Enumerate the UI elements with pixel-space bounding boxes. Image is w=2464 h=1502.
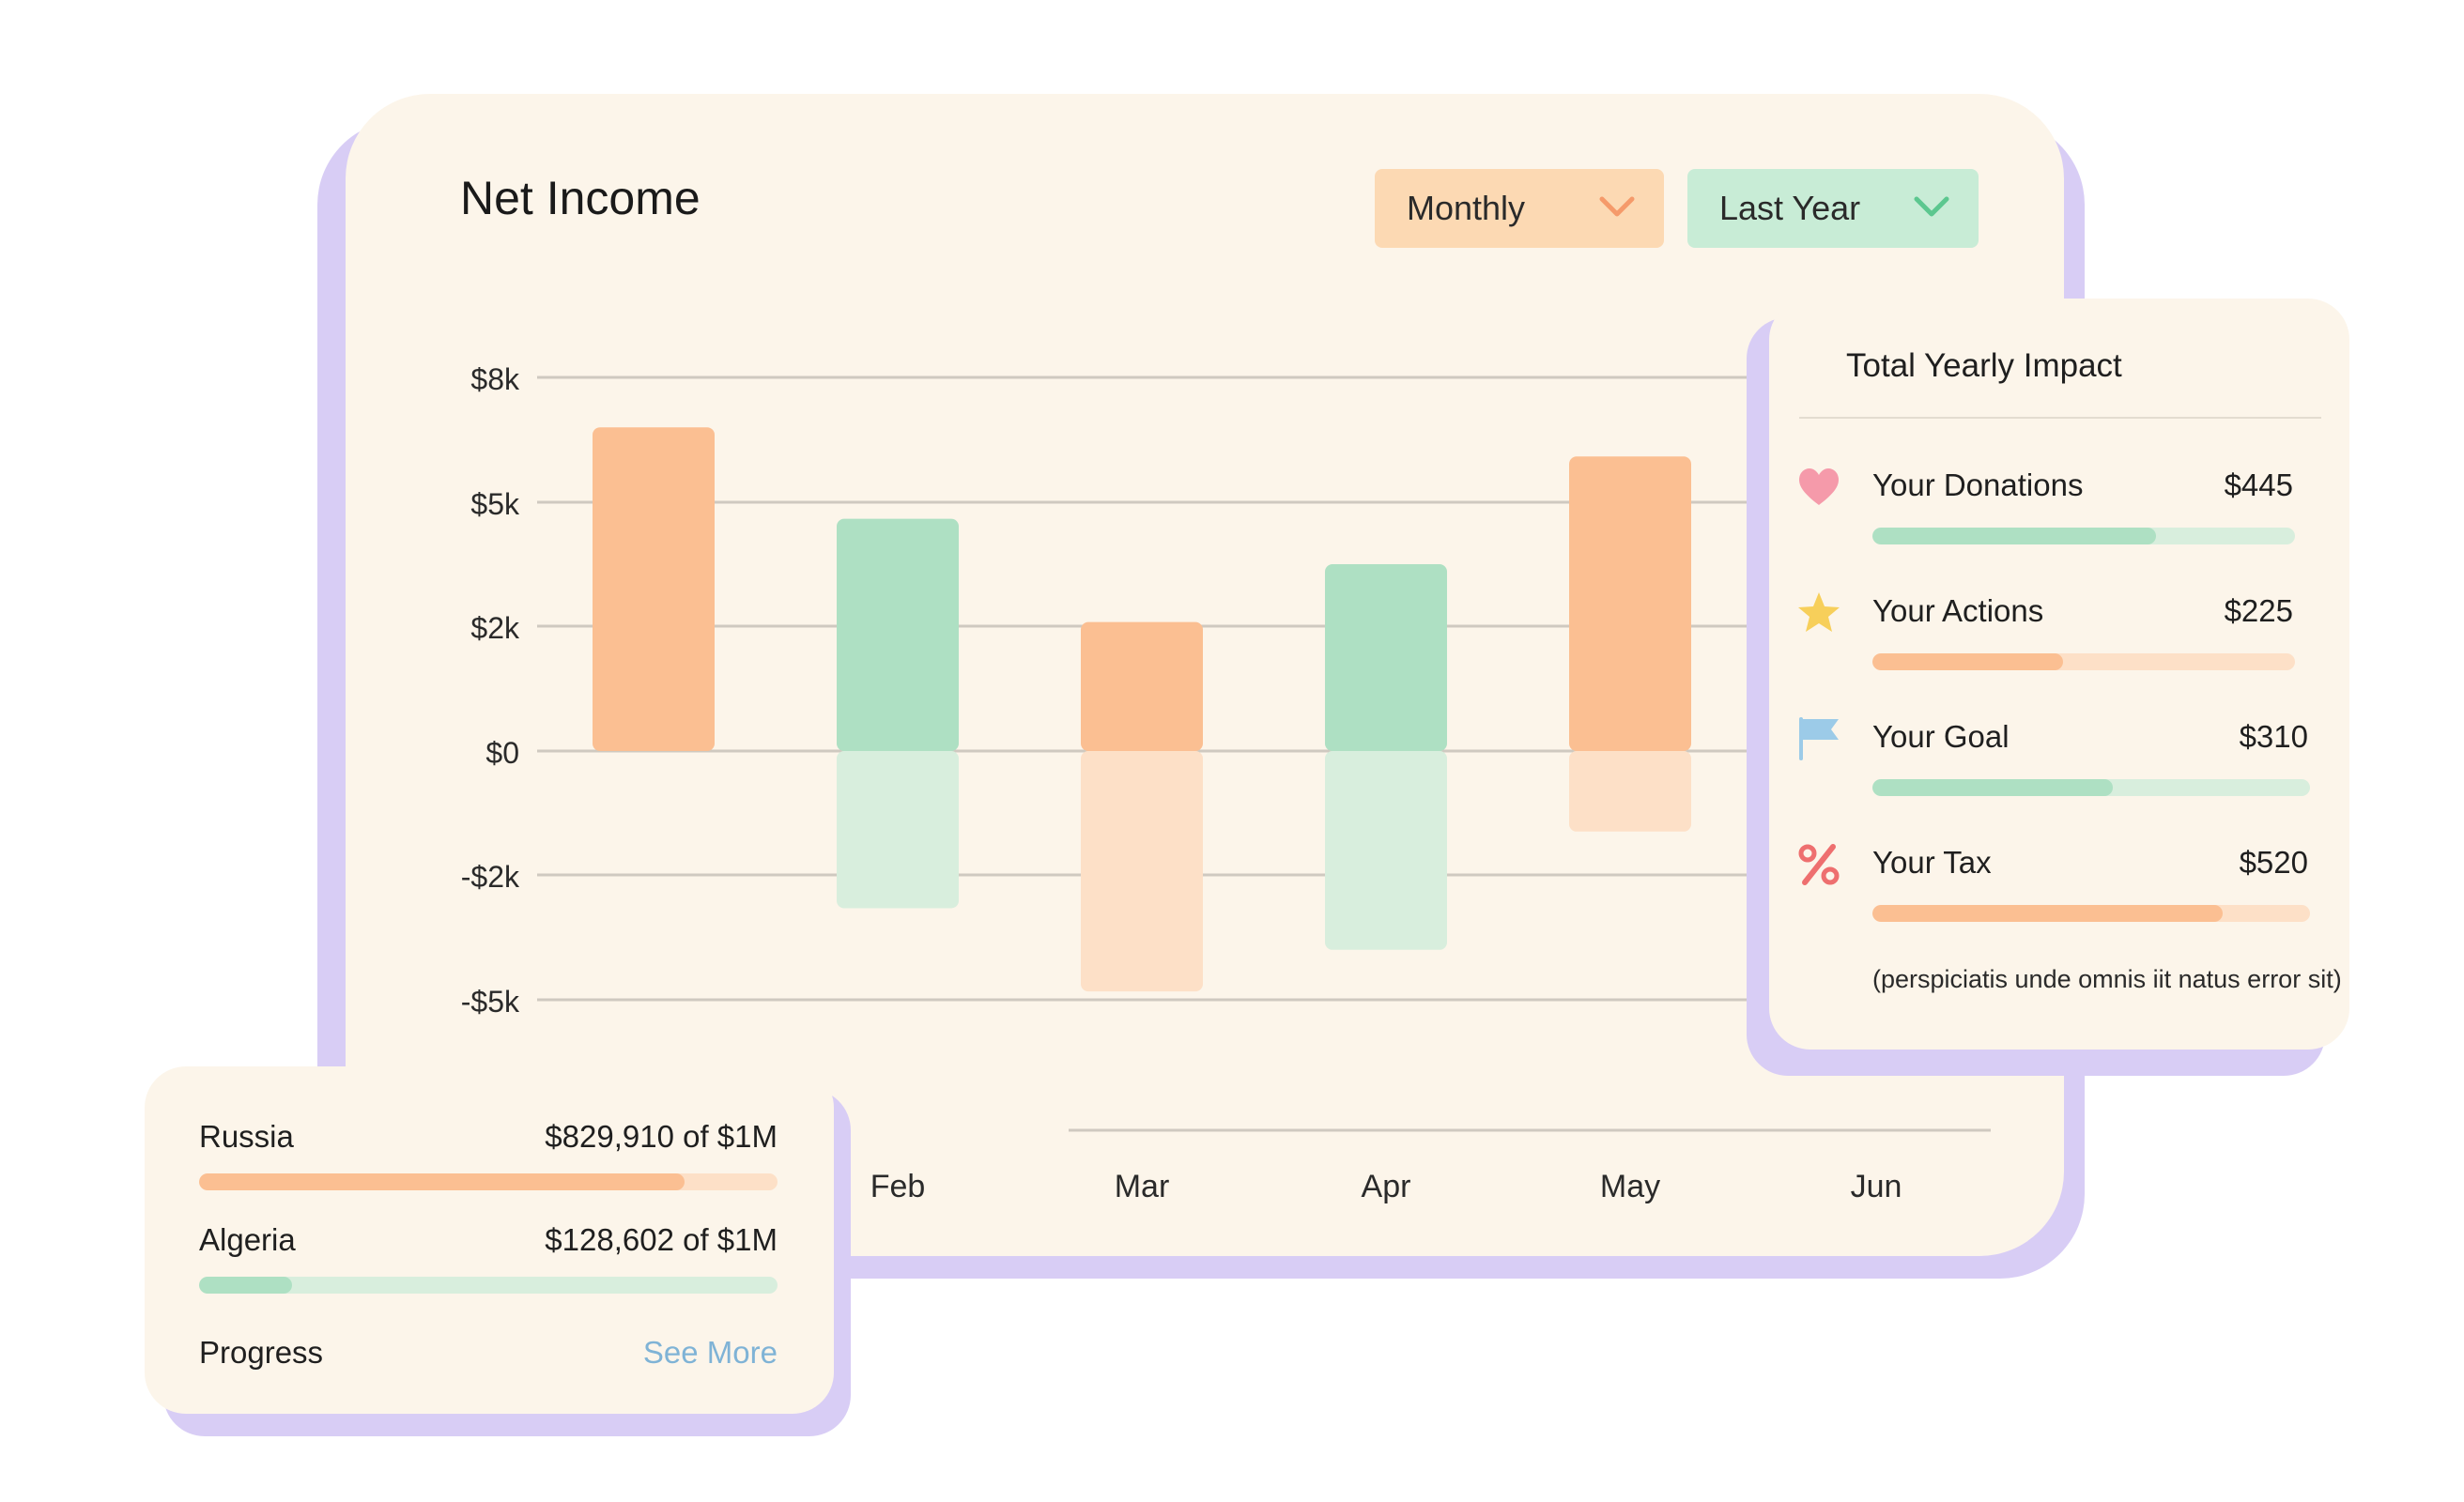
impact-row-actions: Your Actions $225 <box>1769 590 2349 693</box>
period-dropdown-value: Monthly <box>1407 189 1526 227</box>
bar-jan-positive <box>593 427 715 751</box>
impact-progress-track <box>1872 528 2295 544</box>
impact-progress-track <box>1872 905 2310 922</box>
period-dropdown[interactable]: Monthly <box>1375 169 1664 248</box>
x-tick-label: Mar <box>1115 1169 1170 1204</box>
impact-amount: $520 <box>2239 845 2308 880</box>
total-yearly-impact-card: Total Yearly Impact Your Donations $445 … <box>1769 299 2349 1050</box>
impact-progress-fill <box>1872 528 2156 544</box>
progress-track <box>199 1277 778 1294</box>
impact-row-tax: Your Tax $520 <box>1769 841 2349 944</box>
progress-value: $829,910 of $1M <box>545 1119 778 1154</box>
progress-card: Russia $829,910 of $1M Algeria $128,602 … <box>145 1066 834 1414</box>
impact-progress-fill <box>1872 779 2114 796</box>
impact-amount: $225 <box>2224 593 2293 628</box>
impact-label: Your Tax <box>1872 845 1992 880</box>
see-more-link[interactable]: See More <box>642 1335 778 1370</box>
progress-country: Russia <box>199 1119 294 1154</box>
impact-note: (perspiciatis unde omnis iit natus error… <box>1872 965 2342 993</box>
range-dropdown[interactable]: Last Year <box>1687 169 1979 248</box>
bar-feb-negative <box>837 751 959 909</box>
impact-amount: $310 <box>2239 719 2308 754</box>
x-tick-label: Jun <box>1851 1169 1902 1204</box>
impact-progress-fill <box>1872 905 2223 922</box>
impact-title: Total Yearly Impact <box>1846 347 2122 384</box>
progress-fill <box>199 1277 292 1294</box>
bar-may-positive <box>1569 456 1691 751</box>
net-income-chart: $8k $5k $2k $0 -$2k -$5k Feb Mar Apr May Jun <box>461 362 1991 1204</box>
impact-progress-track <box>1872 779 2310 796</box>
bar-feb-positive <box>837 518 959 751</box>
bar-mar-negative <box>1081 751 1203 992</box>
impact-row-goal: Your Goal $310 <box>1769 715 2349 819</box>
progress-value: $128,602 of $1M <box>545 1222 778 1257</box>
y-tick-label: $5k <box>470 487 520 521</box>
progress-footer-label: Progress <box>199 1335 324 1370</box>
bar-may-negative <box>1569 751 1691 832</box>
y-tick-label: $0 <box>485 736 519 770</box>
impact-progress-fill <box>1872 653 2063 670</box>
x-tick-label: Feb <box>870 1169 926 1204</box>
bar-mar-positive <box>1081 621 1203 751</box>
range-dropdown-value: Last Year <box>1719 189 1861 227</box>
impact-row-donations: Your Donations $445 <box>1769 464 2349 567</box>
x-tick-label: Apr <box>1362 1169 1411 1204</box>
impact-progress-track <box>1872 653 2295 670</box>
flag-icon <box>1799 717 1839 760</box>
page-title: Net Income <box>460 172 701 224</box>
heart-icon <box>1799 468 1839 505</box>
progress-fill <box>199 1173 685 1190</box>
bar-apr-positive <box>1325 564 1447 751</box>
progress-country: Algeria <box>199 1222 296 1257</box>
chevron-down-icon <box>1599 196 1635 217</box>
y-tick-label: $8k <box>470 362 520 396</box>
y-tick-label: $2k <box>470 611 520 645</box>
x-tick-label: May <box>1600 1169 1660 1204</box>
y-tick-label: -$2k <box>461 860 520 894</box>
percent-icon <box>1798 844 1840 885</box>
impact-label: Your Actions <box>1872 593 2044 628</box>
y-tick-label: -$5k <box>461 985 520 1019</box>
impact-label: Your Donations <box>1872 467 2084 502</box>
chevron-down-icon <box>1914 196 1949 217</box>
progress-track <box>199 1173 778 1190</box>
impact-label: Your Goal <box>1872 719 2010 754</box>
impact-divider <box>1799 417 2321 419</box>
impact-amount: $445 <box>2224 467 2293 502</box>
bar-apr-negative <box>1325 751 1447 950</box>
star-icon <box>1798 592 1840 632</box>
